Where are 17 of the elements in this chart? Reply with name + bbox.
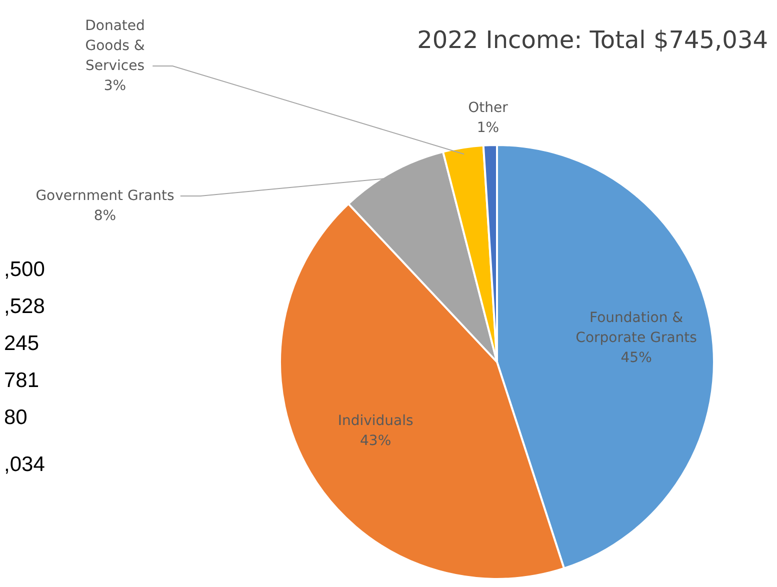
text: 781: [4, 369, 40, 392]
text: ,528: [4, 295, 45, 318]
data-label: 43%: [360, 432, 392, 449]
text: 245: [4, 332, 40, 355]
slice-label: Foundation & Corporate Grants: [576, 310, 697, 346]
slice-label: Government Grants: [36, 188, 174, 204]
chart-title: 2022 Income: Total $745,034: [417, 26, 768, 54]
slice-label: Donated Goods & Services: [85, 18, 145, 74]
data-label: 3%: [104, 78, 126, 94]
data-label: 8%: [94, 208, 116, 224]
text: ,034: [4, 453, 46, 476]
data-label: 45%: [620, 350, 652, 366]
slice-label: Individuals: [338, 412, 414, 429]
data-label: 1%: [476, 120, 500, 136]
slice-label: Other: [468, 100, 508, 116]
text: ,500: [4, 258, 45, 281]
text: 80: [4, 406, 28, 429]
